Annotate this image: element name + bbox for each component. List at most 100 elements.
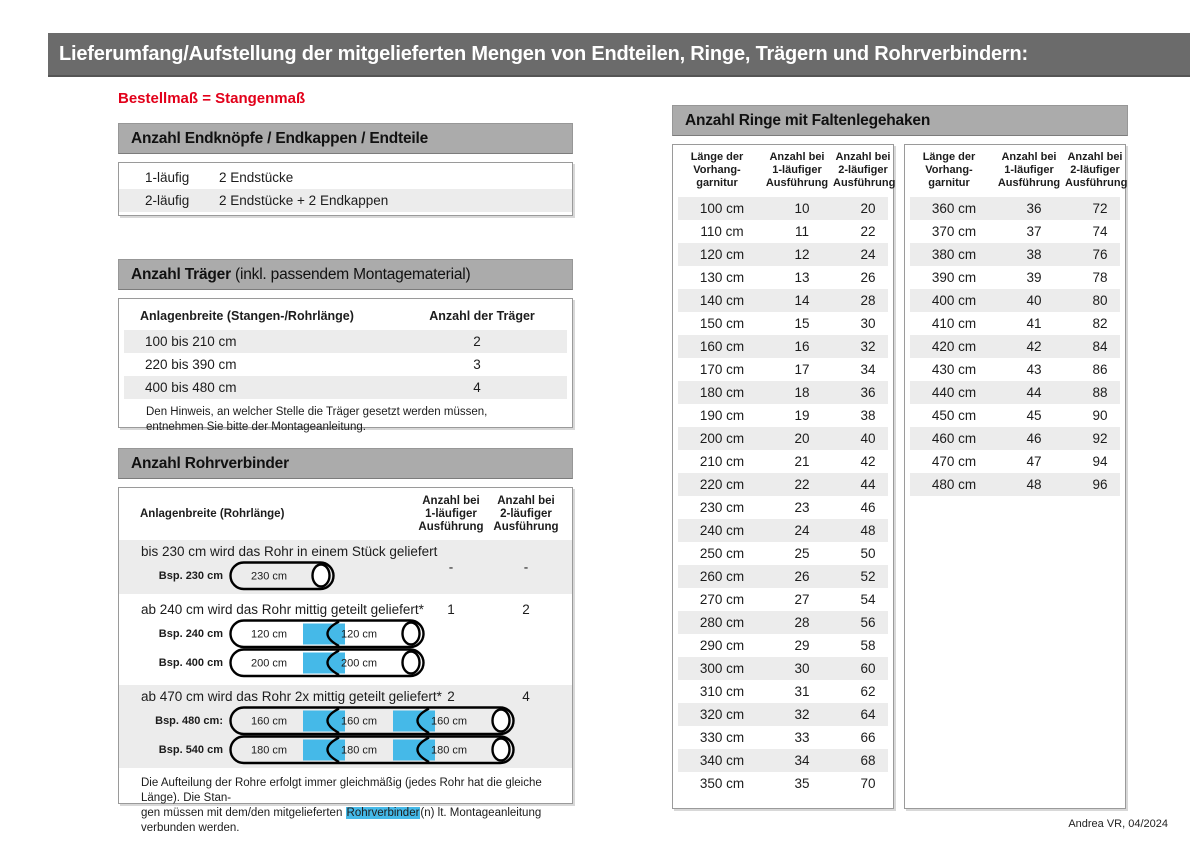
count-two-run-cell: 94 [1092, 454, 1108, 469]
ring-row: 410 cm 41 82 [910, 312, 1120, 335]
range-cell: 400 bis 480 cm [145, 380, 237, 395]
tube-example: Bsp. 480 cm: 160 cm 160 cm 160 cm [119, 705, 572, 735]
table-header-row: Anlagenbreite (Rohrlänge) Anzahl bei 1-l… [119, 488, 572, 540]
column-header-one-run: Anzahl bei 1-läufiger Ausführung [765, 151, 829, 189]
count-two-run-cell: 28 [860, 293, 876, 308]
count-two-run-cell: 64 [860, 707, 876, 722]
ring-row: 200 cm 20 40 [678, 427, 888, 450]
run-type-cell: 2-läufig [145, 193, 190, 208]
count-two-run-cell: 44 [860, 477, 876, 492]
section-header-rings: Anzahl Ringe mit Faltenlegehaken [672, 105, 1128, 136]
section-header-rings-label: Anzahl Ringe mit Faltenlegehaken [685, 112, 931, 129]
count-two-run-cell: 32 [860, 339, 876, 354]
count-one-run-cell: 10 [794, 201, 810, 216]
count-one-run-cell: 14 [794, 293, 810, 308]
count-two-run: 2 [522, 602, 530, 617]
page-title-banner: Lieferumfang/Aufstellung der mitgeliefer… [48, 33, 1190, 77]
order-size-note: Bestellmaß = Stangenmaß [118, 90, 306, 107]
ring-row: 480 cm 48 96 [910, 473, 1120, 496]
length-cell: 210 cm [699, 454, 745, 469]
ring-row: 220 cm 22 44 [678, 473, 888, 496]
table-row: 220 bis 390 cm 3 [124, 353, 567, 376]
ring-row: 430 cm 43 86 [910, 358, 1120, 381]
section-header-rohrverbinder-label: Anzahl Rohrverbinder [131, 455, 289, 472]
length-cell: 410 cm [931, 316, 977, 331]
svg-text:160 cm: 160 cm [431, 715, 467, 727]
count-one-run-cell: 11 [794, 224, 809, 239]
count-two-run-cell: 78 [1092, 270, 1108, 285]
count-two-run-cell: 42 [860, 454, 876, 469]
table-header-row: Anlagenbreite (Stangen-/Rohrlänge) Anzah… [119, 305, 572, 330]
tube-example-label: Bsp. 480 cm: [155, 714, 223, 727]
length-cell: 220 cm [699, 477, 745, 492]
length-cell: 110 cm [700, 224, 744, 239]
rohr-row: ab 240 cm wird das Rohr mittig geteilt g… [119, 598, 572, 681]
length-cell: 440 cm [931, 385, 977, 400]
ring-row: 250 cm 25 50 [678, 542, 888, 565]
count-one-run: 1 [447, 602, 455, 617]
content-cell: 2 Endstücke + 2 Endkappen [219, 193, 389, 208]
column-header-two-run: Anzahl bei 2-läufiger Ausführung [833, 151, 896, 189]
ring-row: 470 cm 47 94 [910, 450, 1120, 473]
ring-row: 290 cm 29 58 [678, 634, 888, 657]
length-cell: 240 cm [699, 523, 745, 538]
length-cell: 450 cm [931, 408, 977, 423]
count-two-run-cell: 30 [860, 316, 876, 331]
count-two-run-cell: 48 [860, 523, 876, 538]
rohr-row-text: ab 470 cm wird das Rohr 2x mittig geteil… [141, 689, 442, 704]
length-cell: 310 cm [699, 684, 745, 699]
count-one-run-cell: 15 [794, 316, 810, 331]
table-row: 400 bis 480 cm 4 [124, 376, 567, 399]
end-parts-table: 1-läufig 2 Endstücke 2-läufig 2 Endstück… [118, 162, 573, 216]
count-one-run-cell: 43 [1026, 362, 1042, 377]
count-one-run-cell: 47 [1026, 454, 1042, 469]
rohr-row: bis 230 cm wird das Rohr in einem Stück … [119, 540, 572, 594]
count-one-run-cell: 17 [794, 362, 810, 377]
count-one-run-cell: 13 [794, 270, 810, 285]
ring-row: 300 cm 30 60 [678, 657, 888, 680]
length-cell: 370 cm [931, 224, 977, 239]
svg-text:180 cm: 180 cm [251, 744, 287, 756]
count-two-run-cell: 34 [860, 362, 876, 377]
count-one-run-cell: 29 [794, 638, 810, 653]
length-cell: 190 cm [699, 408, 745, 423]
count-two-run-cell: 84 [1092, 339, 1108, 354]
count-two-run: 4 [522, 689, 530, 704]
svg-text:160 cm: 160 cm [341, 715, 377, 727]
length-cell: 140 cm [699, 293, 745, 308]
count-one-run-cell: 36 [1026, 201, 1042, 216]
svg-text:180 cm: 180 cm [431, 744, 467, 756]
count-one-run-cell: 12 [794, 247, 810, 262]
count-two-run-cell: 22 [860, 224, 876, 239]
ring-row: 240 cm 24 48 [678, 519, 888, 542]
tube-example: Bsp. 400 cm 200 cm 200 cm [119, 647, 572, 677]
svg-text:160 cm: 160 cm [251, 715, 287, 727]
tube-graphic: 180 cm 180 cm 180 cm [229, 734, 515, 764]
length-cell: 170 cm [699, 362, 745, 377]
column-header-length: Länge der Vorhang-garnitur [690, 151, 744, 189]
count-one-run-cell: 33 [794, 730, 810, 745]
length-cell: 230 cm [699, 500, 745, 515]
tube-graphic: 200 cm 200 cm [229, 647, 425, 677]
ring-row: 400 cm 40 80 [910, 289, 1120, 312]
ring-row: 210 cm 21 42 [678, 450, 888, 473]
count-two-run-cell: 62 [860, 684, 876, 699]
tube-example-label: Bsp. 540 cm [158, 743, 223, 756]
count-one-run-cell: 26 [794, 569, 810, 584]
count-two-run-cell: 96 [1092, 477, 1108, 492]
count-two-run-cell: 92 [1092, 431, 1108, 446]
count-one-run-cell: 30 [794, 661, 810, 676]
length-cell: 330 cm [699, 730, 745, 745]
table-row: 100 bis 210 cm 2 [124, 330, 567, 353]
ring-row: 110 cm 11 22 [678, 220, 888, 243]
section-header-end-parts-label: Anzahl Endknöpfe / Endkappen / Endteile [131, 130, 429, 147]
tube-example: Bsp. 240 cm 120 cm 120 cm [119, 618, 572, 648]
ring-row: 460 cm 46 92 [910, 427, 1120, 450]
tube-graphic: 230 cm [229, 560, 335, 590]
ring-row: 260 cm 26 52 [678, 565, 888, 588]
table-header-row: Länge der Vorhang-garnitur Anzahl bei 1-lä… [905, 151, 1128, 197]
column-header-one-run: Anzahl bei 1-läufiger Ausführung [997, 151, 1061, 189]
count-one-run-cell: 38 [1026, 247, 1042, 262]
count-two-run-cell: 54 [860, 592, 876, 607]
count-one-run-cell: 23 [794, 500, 810, 515]
